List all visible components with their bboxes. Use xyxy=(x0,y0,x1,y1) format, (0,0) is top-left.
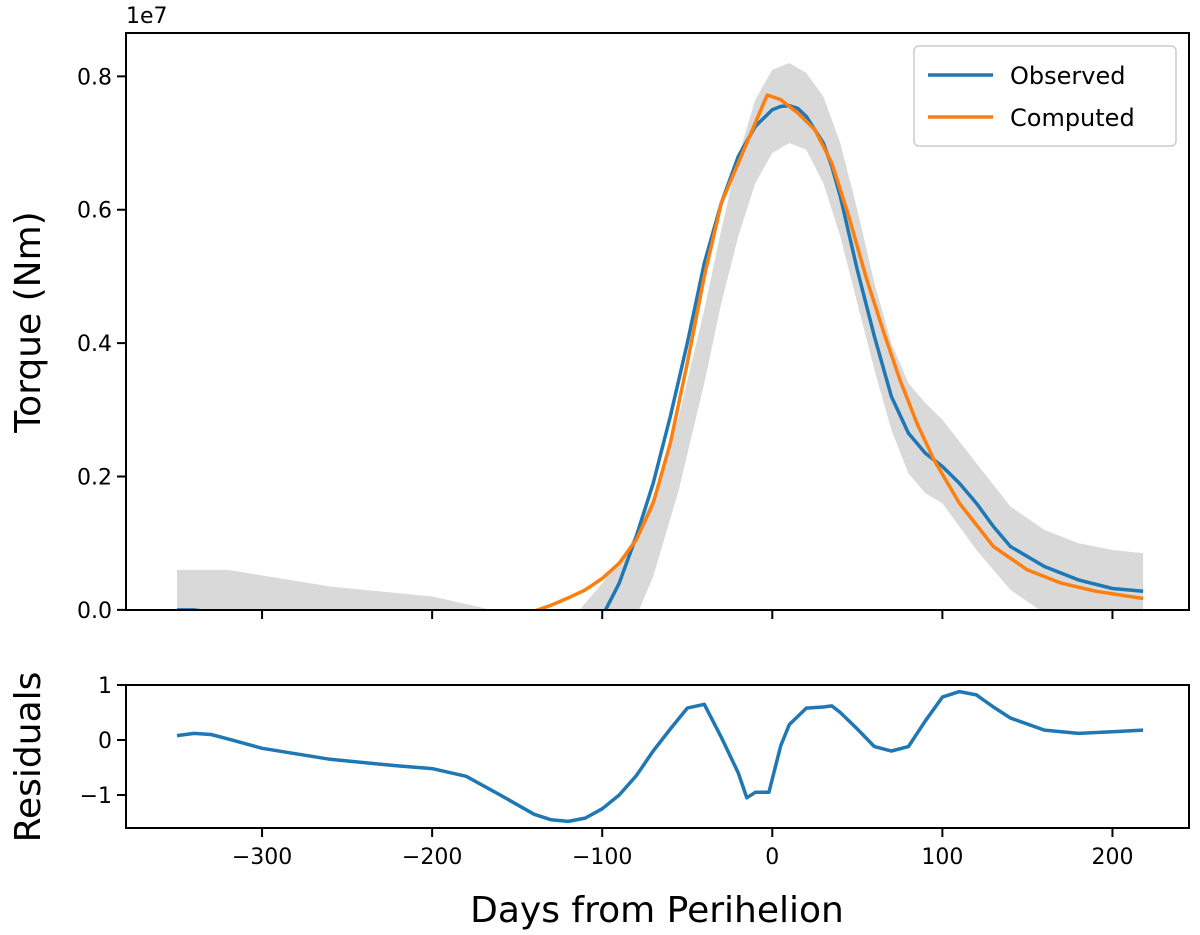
main-y-tick-label: 0.4 xyxy=(77,332,112,357)
main-panel: 0.0 0.2 0.4 0.6 0.8 1e7 Torque (Nm) Observed… xyxy=(8,4,1190,624)
x-axis-label: Days from Perihelion xyxy=(470,890,844,931)
x-tick-label: −100 xyxy=(572,845,632,870)
main-y-ticks: 0.0 0.2 0.4 0.6 0.8 xyxy=(77,65,126,624)
main-y-tick-label: 0.8 xyxy=(77,65,112,90)
main-plot-area xyxy=(177,63,1144,610)
residuals-x-ticks: −300 −200 −100 0 100 200 xyxy=(232,828,1133,870)
residuals-panel: −1 0 1 −300 −200 −100 0 100 200 Residuals Days … xyxy=(8,672,1190,931)
x-tick-label: −200 xyxy=(402,845,462,870)
x-tick-label: −300 xyxy=(232,845,292,870)
legend-label-observed: Observed xyxy=(1010,62,1125,90)
residuals-axes-frame xyxy=(125,684,1190,829)
residuals-line xyxy=(176,689,1144,824)
legend: Observed Computed xyxy=(913,45,1177,147)
main-y-tick-label: 0.2 xyxy=(77,465,112,490)
main-y-tick-label: 0.0 xyxy=(77,599,112,624)
x-tick-label: 0 xyxy=(765,845,779,870)
main-y-tick-label: 0.6 xyxy=(77,199,112,224)
residuals-y-tick-label: 1 xyxy=(98,674,112,699)
x-tick-label: 100 xyxy=(921,845,963,870)
main-x-ticks xyxy=(261,610,1114,619)
y-offset-text: 1e7 xyxy=(126,4,168,29)
residuals-y-tick-label: −1 xyxy=(80,784,112,809)
legend-box xyxy=(913,45,1177,147)
series-line-computed xyxy=(531,93,1144,610)
uncertainty-band xyxy=(177,63,1144,610)
main-axes-frame xyxy=(125,32,1190,611)
residuals-plot-area xyxy=(176,689,1144,824)
main-y-axis-label: Torque (Nm) xyxy=(8,211,49,433)
residuals-y-ticks: −1 0 1 xyxy=(80,674,126,809)
residuals-y-tick-label: 0 xyxy=(98,729,112,754)
legend-label-computed: Computed xyxy=(1010,104,1135,132)
x-tick-label: 200 xyxy=(1091,845,1133,870)
residuals-y-axis-label: Residuals xyxy=(8,672,49,843)
